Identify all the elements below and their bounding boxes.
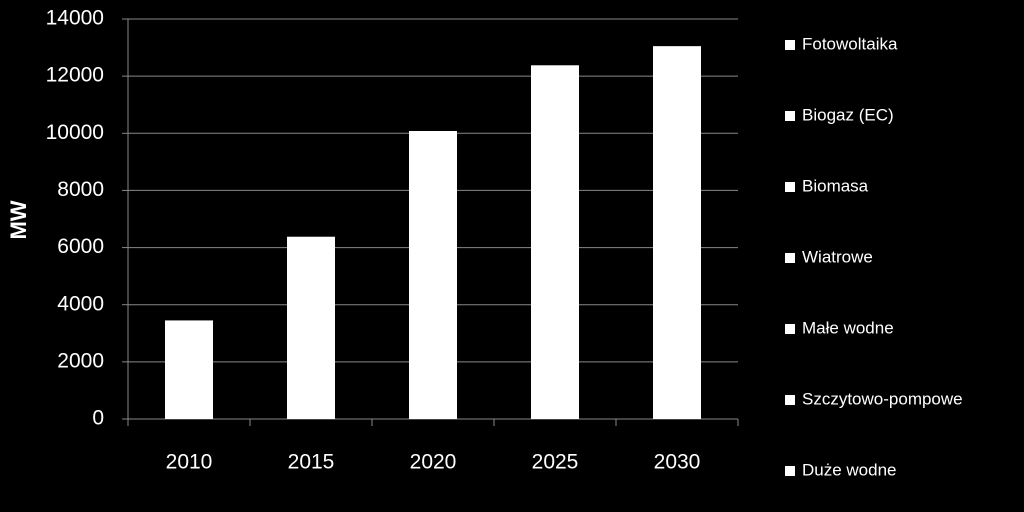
y-tick-label: 4000 <box>57 292 104 315</box>
legend-swatch <box>785 324 795 334</box>
legend-label: Fotowoltaika <box>802 34 898 53</box>
legend-label: Szczytowo-pompowe <box>802 389 963 408</box>
bar <box>165 320 213 419</box>
bar <box>531 65 579 420</box>
legend-swatch <box>785 466 795 476</box>
legend-label: Biomasa <box>802 176 869 195</box>
y-axis-label: MW <box>6 200 31 239</box>
y-tick-label: 6000 <box>57 235 104 258</box>
x-tick-label: 2010 <box>166 451 213 474</box>
bar <box>287 236 335 419</box>
x-tick-label: 2030 <box>654 451 701 474</box>
legend-swatch <box>785 111 795 121</box>
y-tick-label: 8000 <box>57 178 104 201</box>
x-tick-label: 2020 <box>410 451 457 474</box>
legend-label: Małe wodne <box>802 318 894 337</box>
legend-label: Duże wodne <box>802 460 897 479</box>
bar <box>409 131 457 419</box>
y-tick-label: 2000 <box>57 349 104 372</box>
legend-swatch <box>785 182 795 192</box>
legend-label: Biogaz (EC) <box>802 105 894 124</box>
legend-swatch <box>785 253 795 263</box>
y-tick-label: 14000 <box>46 7 104 30</box>
x-tick-label: 2015 <box>288 451 335 474</box>
x-tick-label: 2025 <box>532 451 579 474</box>
y-tick-label: 0 <box>92 407 104 430</box>
y-tick-label: 10000 <box>46 121 104 144</box>
y-tick-label: 12000 <box>46 64 104 87</box>
legend-swatch <box>785 40 795 50</box>
bar <box>653 46 701 420</box>
legend-swatch <box>785 395 795 405</box>
legend-label: Wiatrowe <box>802 247 873 266</box>
